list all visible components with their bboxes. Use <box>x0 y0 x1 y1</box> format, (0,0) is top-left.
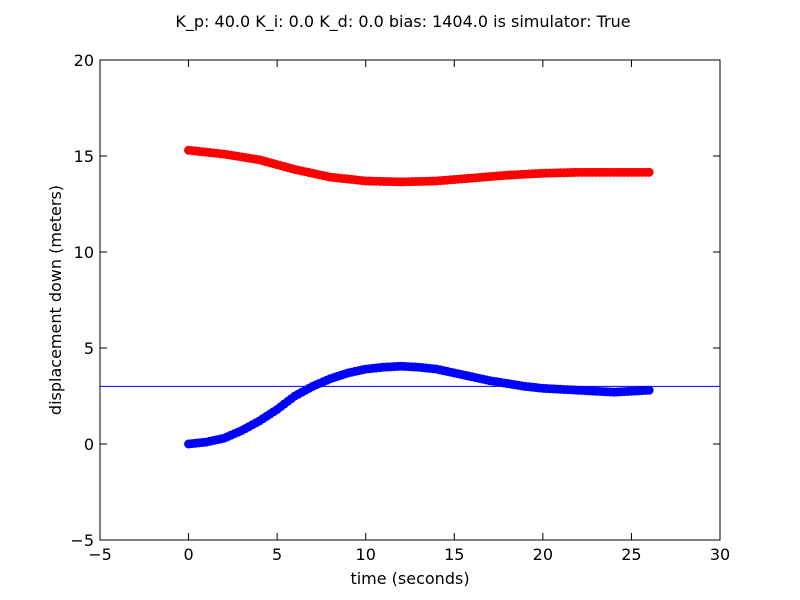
x-tick-label: 0 <box>183 545 193 564</box>
axis-ticks: −5 0 5 10 15 20 25 30 −5 0 5 10 15 20 <box>70 51 730 564</box>
x-tick-label: 5 <box>272 545 282 564</box>
x-tick-label: 15 <box>444 545 464 564</box>
x-tick-label: 20 <box>533 545 553 564</box>
plot-background <box>100 60 720 540</box>
data-point <box>644 385 654 395</box>
y-tick-label: 5 <box>84 339 94 358</box>
data-point <box>644 167 654 177</box>
chart-title: K_p: 40.0 K_i: 0.0 K_d: 0.0 bias: 1404.0… <box>175 12 630 32</box>
plot-area <box>100 60 720 540</box>
x-tick-label: 25 <box>621 545 641 564</box>
plot-frame <box>99 59 721 541</box>
x-axis-label: time (seconds) <box>350 569 469 588</box>
y-axis-label: displacement down (meters) <box>46 185 65 415</box>
x-tick-label: 10 <box>356 545 376 564</box>
y-tick-label: −5 <box>70 531 94 550</box>
x-tick-label: 30 <box>710 545 730 564</box>
y-tick-label: 10 <box>74 243 94 262</box>
y-tick-label: 0 <box>84 435 94 454</box>
data-marks <box>100 145 720 449</box>
y-tick-label: 15 <box>74 147 94 166</box>
x-tick-label: −5 <box>88 545 112 564</box>
y-tick-label: 20 <box>74 51 94 70</box>
series-upper <box>184 145 654 187</box>
series-lower <box>184 361 654 449</box>
